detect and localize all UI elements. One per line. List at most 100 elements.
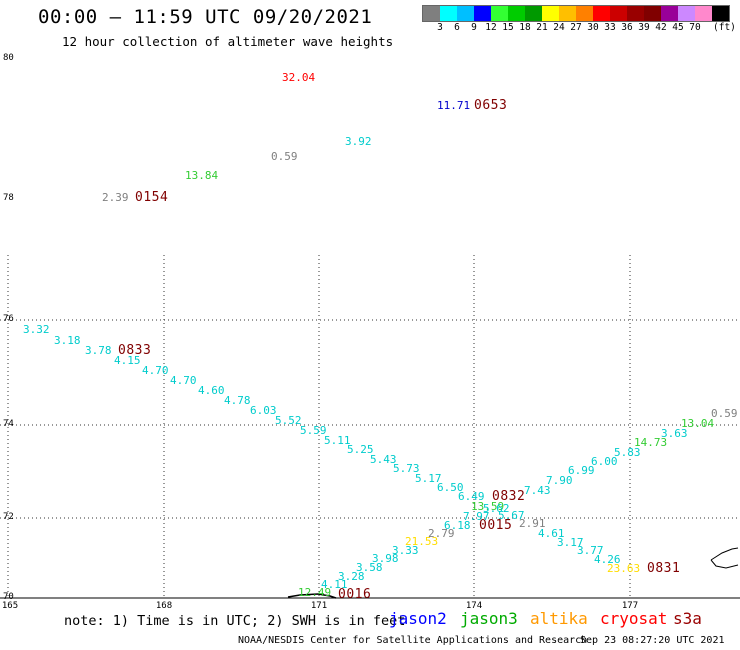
wave-height-label: 0.59 — [711, 407, 738, 420]
wave-height-label: 6.50 — [437, 481, 464, 494]
wave-height-label: 7.43 — [524, 484, 551, 497]
wave-height-label: 5.43 — [370, 453, 397, 466]
colorbar-tick-label: 12 — [485, 22, 497, 33]
lon-label: 174 — [465, 601, 483, 611]
colorbar-tick-label: 42 — [655, 22, 667, 33]
wave-height-label: 6.99 — [568, 464, 595, 477]
colorbar-swatch — [576, 6, 593, 21]
wave-height-label: 2.39 — [102, 191, 129, 204]
wave-height-label: 4.15 — [114, 354, 141, 367]
wave-height-label: 4.11 — [321, 578, 348, 591]
wave-height-label: 13.59 — [471, 500, 505, 513]
wave-height-label: 5.67 — [498, 509, 525, 522]
legend-s3a: s3a — [673, 609, 702, 628]
wave-height-label: 13.84 — [185, 169, 219, 182]
lat-label: 74 — [3, 419, 14, 429]
colorbar-units: (ft) — [713, 22, 736, 33]
colorbar-swatch — [423, 6, 440, 21]
credit-line: NOAA/NESDIS Center for Satellite Applica… — [238, 635, 588, 646]
wave-height-label: 6.49 — [458, 490, 485, 503]
pass-time-label: 0831 — [647, 561, 681, 576]
wave-height-label: 3.77 — [577, 544, 604, 557]
legend-cryosat: cryosat — [600, 609, 668, 628]
wave-height-label: 4.61 — [538, 527, 565, 540]
colorbar-swatch — [678, 6, 695, 21]
wave-height-label: 0.59 — [271, 150, 298, 163]
wave-height-label: 4.70 — [170, 374, 197, 387]
wave-height-label: 3.78 — [85, 344, 112, 357]
wave-height-label: 6.00 — [591, 455, 618, 468]
wave-height-label: 7.97 — [463, 510, 490, 523]
pass-time-label: 0016 — [338, 587, 372, 602]
colorbar-swatch — [542, 6, 559, 21]
pass-time-label: 0832 — [492, 489, 526, 504]
colorbar-swatch — [440, 6, 457, 21]
colorbar-tick-label: 15 — [502, 22, 514, 33]
wave-height-label: 5.83 — [614, 446, 641, 459]
colorbar-tick-label: 39 — [638, 22, 650, 33]
lon-label: 177 — [621, 601, 639, 611]
colorbar-tick-label: 21 — [536, 22, 548, 33]
wave-height-label: 5.25 — [347, 443, 374, 456]
wave-height-label: 3.98 — [372, 552, 399, 565]
lat-label: 80 — [3, 53, 14, 63]
colorbar-swatch — [610, 6, 627, 21]
wave-height-label: 5.52 — [275, 414, 302, 427]
wave-height-label: 23.63 — [607, 562, 641, 575]
wave-height-label: 4.60 — [198, 384, 225, 397]
wave-height-label: 5.62 — [483, 502, 510, 515]
wave-height-label: 2.91 — [519, 517, 546, 530]
colorbar-tick-label: 33 — [604, 22, 616, 33]
coastline-east — [710, 547, 739, 569]
wave-height-label: 32.04 — [282, 71, 316, 84]
wave-height-label: 3.28 — [338, 570, 365, 583]
pass-time-label: 0653 — [474, 98, 508, 113]
wave-height-label: 5.17 — [415, 472, 442, 485]
colorbar-swatch — [508, 6, 525, 21]
legend-jason2: jason2 — [389, 609, 447, 628]
wave-height-label: 3.18 — [54, 334, 81, 347]
wave-height-label: 5.11 — [324, 434, 351, 447]
chart-title: 00:00 — 11:59 UTC 09/20/2021 — [38, 6, 373, 28]
lon-label: 168 — [155, 601, 173, 611]
wave-height-label: 11.71 — [437, 99, 471, 112]
wave-height-label: 3.33 — [392, 544, 419, 557]
colorbar — [422, 5, 730, 22]
colorbar-swatch — [593, 6, 610, 21]
wave-height-label: 6.18 — [444, 519, 471, 532]
colorbar-swatch — [474, 6, 491, 21]
colorbar-tick-label: 27 — [570, 22, 582, 33]
colorbar-swatch — [457, 6, 474, 21]
wave-height-label: 3.17 — [557, 536, 584, 549]
colorbar-tick-label: 36 — [621, 22, 633, 33]
lon-label: 165 — [1, 601, 19, 611]
wave-height-label: 3.92 — [345, 135, 372, 148]
chart-subtitle: 12 hour collection of altimeter wave hei… — [62, 34, 394, 49]
footer-note: note: 1) Time is in UTC; 2) SWH is in fe… — [64, 613, 406, 629]
wave-height-label: 3.63 — [661, 427, 688, 440]
pass-time-label: 0154 — [135, 190, 169, 205]
colorbar-tick-label: 18 — [519, 22, 531, 33]
colorbar-swatch — [695, 6, 712, 21]
wave-height-label: 12.49 — [298, 586, 332, 599]
lat-label: 70 — [3, 592, 14, 602]
colorbar-tick-label: 6 — [454, 22, 460, 33]
wave-height-label: 4.70 — [142, 364, 169, 377]
lon-label: 171 — [310, 601, 328, 611]
pass-time-label: 0015 — [479, 518, 513, 533]
colorbar-swatch — [644, 6, 661, 21]
legend-jason3: jason3 — [460, 609, 518, 628]
wave-height-label: 5.73 — [393, 462, 420, 475]
lat-label: 76 — [3, 314, 14, 324]
wave-height-label: 4.78 — [224, 394, 251, 407]
wave-height-label: 13.04 — [681, 417, 715, 430]
wave-height-label: 5.59 — [300, 424, 327, 437]
colorbar-swatch — [559, 6, 576, 21]
pass-time-label: 0833 — [118, 343, 152, 358]
colorbar-tick-label: 45 — [672, 22, 684, 33]
wave-height-label: 3.58 — [356, 561, 383, 574]
generated-timestamp: Sep 23 08:27:20 UTC 2021 — [580, 635, 725, 646]
wave-height-label: 2.79 — [428, 527, 455, 540]
colorbar-swatch — [627, 6, 644, 21]
